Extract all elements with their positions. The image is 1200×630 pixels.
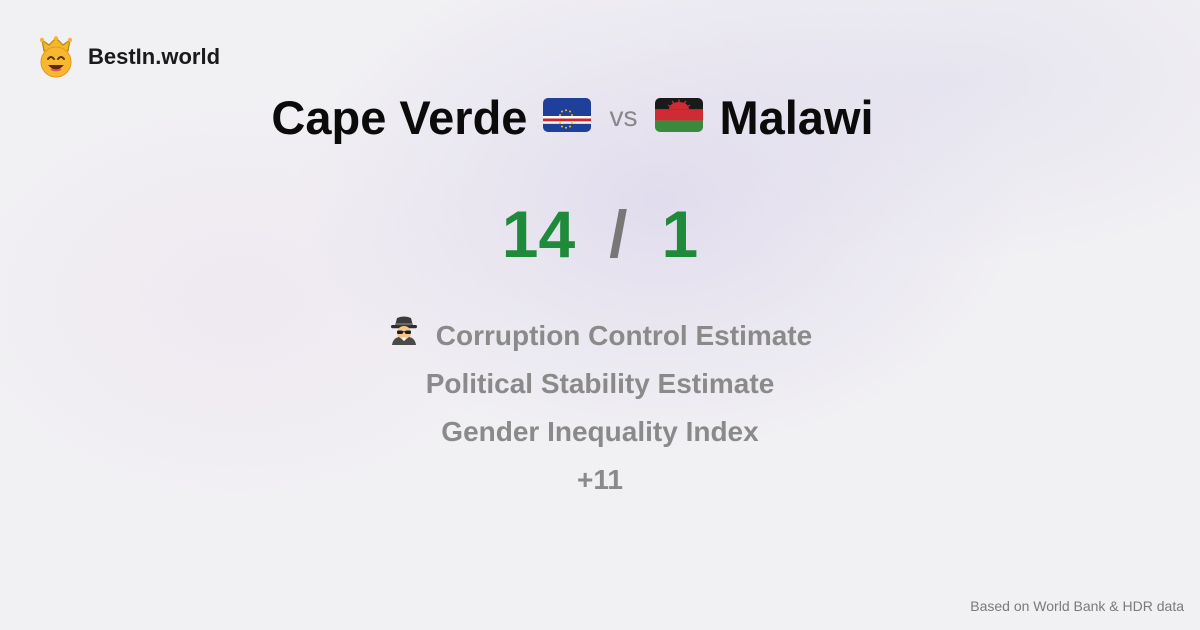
metrics-list: Corruption Control Estimate Political St… [0,312,1200,504]
cape-verde-flag-icon [543,97,592,137]
score-separator: / [609,197,628,271]
crown-smiley-icon [38,36,74,78]
metric-item: Gender Inequality Index [441,408,758,456]
metric-item: Corruption Control Estimate [388,312,812,360]
comparison-title: Cape Verde vs [0,86,1200,148]
spy-icon [388,312,420,360]
metric-item: Political Stability Estimate [426,360,775,408]
metric-label: Corruption Control Estimate [435,320,813,351]
data-source-note: Based on World Bank & HDR data [970,598,1184,614]
score: 14 / 1 [0,196,1200,272]
left-country-name[interactable]: Cape Verde [271,90,528,144]
metric-label: Gender Inequality Index [441,416,759,447]
brand[interactable]: BestIn.world [38,36,220,78]
more-metrics-count[interactable]: +11 [577,456,623,504]
left-score: 14 [501,197,576,271]
right-country-name[interactable]: Malawi [719,90,874,144]
vs-label: vs [609,101,638,132]
metric-label: Political Stability Estimate [425,368,775,399]
right-score: 1 [661,197,699,271]
brand-name: BestIn.world [88,44,221,69]
metric-label: +11 [577,464,623,495]
malawi-flag-icon [655,97,704,137]
